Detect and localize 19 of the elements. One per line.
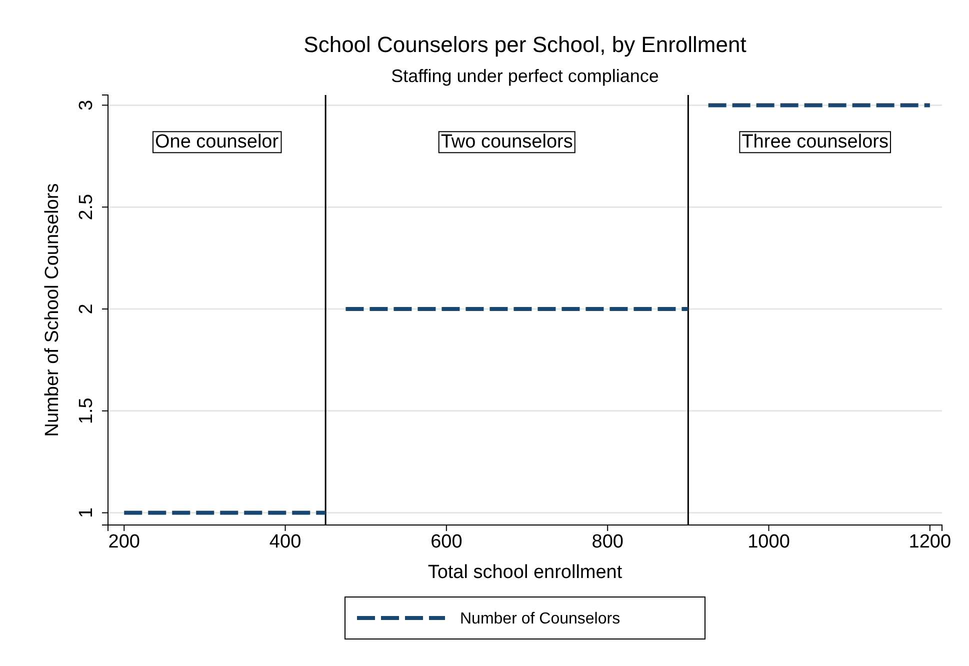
chart-subtitle: Staffing under perfect compliance	[391, 66, 659, 86]
x-tick-label: 1200	[908, 531, 952, 552]
y-tick-label: 3	[76, 100, 98, 110]
annotation: One counselor	[154, 132, 280, 153]
text: Number of Counselors	[460, 610, 620, 628]
x-tick-label: 1000	[748, 531, 790, 552]
y-tick-label: 2.5	[76, 194, 98, 220]
x-tick-label: 600	[430, 531, 462, 552]
y-tick-label: 2	[76, 304, 98, 314]
chart-title: School Counselors per School, by Enrollment	[304, 32, 746, 57]
y-axis-title: Number of School Counselors	[42, 183, 63, 437]
y-tick-label: 1.5	[76, 398, 98, 424]
x-tick-label: 400	[269, 531, 302, 552]
x-tick-label: 800	[592, 531, 624, 552]
annotation: Two counselors	[440, 132, 573, 153]
x-tick-label: 200	[108, 531, 140, 552]
y-tick-label: 1	[76, 507, 98, 518]
x-axis-title: Total school enrollment	[428, 562, 623, 583]
annotation: Three counselors	[742, 132, 888, 153]
